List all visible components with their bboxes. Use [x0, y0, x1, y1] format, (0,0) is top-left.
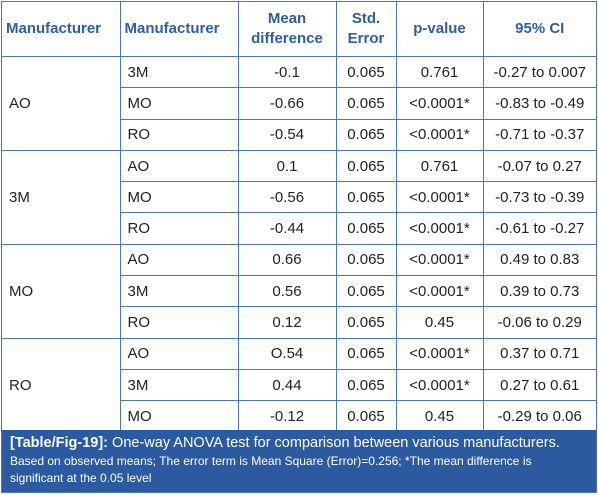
mean-difference-cell: -0.1	[238, 56, 337, 89]
mean-difference-cell: -0.54	[238, 119, 337, 151]
std-error-cell: 0.065	[336, 181, 397, 214]
p-value-cell: <0.0001*	[396, 369, 484, 402]
p-value-cell: <0.0001*	[396, 275, 484, 308]
ci-cell: -0.73 to -0.39	[483, 181, 596, 214]
ci-cell: -0.83 to -0.49	[483, 87, 596, 120]
std-error-cell: 0.065	[336, 150, 397, 183]
std-error-cell: 0.065	[336, 119, 397, 151]
table-row: RO -0.44 0.065 <0.0001* -0.61 to -0.27	[2, 212, 596, 245]
header-manufacturer-2: Manufacturer	[120, 2, 239, 57]
ci-cell: -0.06 to 0.29	[483, 306, 596, 339]
caption-note: Based on observed means; The error term …	[10, 454, 532, 485]
std-error-cell: 0.065	[336, 338, 397, 370]
header-manufacturer-1: Manufacturer	[2, 2, 121, 57]
ci-cell: 0.37 to 0.71	[483, 338, 596, 370]
group-manufacturer-cell: AO	[2, 56, 121, 151]
group-manufacturer-cell: MO	[2, 244, 121, 339]
table-row: 3M 0.56 0.065 <0.0001* 0.39 to 0.73	[2, 275, 596, 308]
caption-title-line: [Table/Fig-19]: One-way ANOVA test for c…	[10, 434, 588, 453]
anova-table: Manufacturer Manufacturer Mean differenc…	[2, 2, 596, 433]
ci-cell: 0.27 to 0.61	[483, 369, 596, 402]
comparison-manufacturer-cell: 3M	[120, 56, 239, 89]
mean-difference-cell: 0.12	[238, 306, 337, 339]
comparison-manufacturer-cell: AO	[120, 338, 239, 370]
comparison-manufacturer-cell: MO	[120, 87, 239, 120]
header-std-error: Std. Error	[336, 2, 397, 57]
group-manufacturer-cell: 3M	[2, 150, 121, 245]
comparison-manufacturer-cell: AO	[120, 150, 239, 183]
ci-cell: 0.49 to 0.83	[483, 244, 596, 277]
table-row: 3M AO 0.1 0.065 0.761 -0.07 to 0.27	[2, 150, 596, 245]
p-value-cell: <0.0001*	[396, 181, 484, 214]
comparison-manufacturer-cell: RO	[120, 119, 239, 151]
p-value-cell: <0.0001*	[396, 119, 484, 151]
mean-difference-cell: O.54	[238, 338, 337, 370]
std-error-cell: 0.065	[336, 56, 397, 89]
table-row: 3M 0.44 0.065 <0.0001* 0.27 to 0.61	[2, 369, 596, 402]
table-body: AO 3M -0.1 0.065 0.761 -0.27 to 0.007 MO -0.66 0…	[2, 56, 596, 433]
table-row: MO -0.56 0.065 <0.0001* -0.73 to -0.39	[2, 181, 596, 214]
mean-difference-cell: -0.56	[238, 181, 337, 214]
p-value-cell: <0.0001*	[396, 87, 484, 120]
table-row: RO 0.12 0.065 0.45 -0.06 to 0.29	[2, 306, 596, 339]
std-error-cell: 0.065	[336, 87, 397, 120]
comparison-manufacturer-cell: 3M	[120, 275, 239, 308]
header-95-ci: 95% CI	[483, 2, 596, 57]
table-row: AO 3M -0.1 0.065 0.761 -0.27 to 0.007	[2, 56, 596, 151]
header-row: Manufacturer Manufacturer Mean differenc…	[2, 2, 596, 57]
std-error-cell: 0.065	[336, 275, 397, 308]
p-value-cell: 0.761	[396, 150, 484, 183]
mean-difference-cell: -0.12	[238, 400, 337, 433]
mean-difference-cell: 0.44	[238, 369, 337, 402]
mean-difference-cell: 0.56	[238, 275, 337, 308]
comparison-manufacturer-cell: RO	[120, 212, 239, 245]
std-error-cell: 0.065	[336, 306, 397, 339]
mean-difference-cell: -0.44	[238, 212, 337, 245]
ci-cell: -0.07 to 0.27	[483, 150, 596, 183]
caption-title: One-way ANOVA test for comparison betwee…	[108, 435, 560, 451]
comparison-manufacturer-cell: MO	[120, 400, 239, 433]
ci-cell: 0.39 to 0.73	[483, 275, 596, 308]
std-error-cell: 0.065	[336, 244, 397, 277]
ci-cell: -0.61 to -0.27	[483, 212, 596, 245]
header-mean-difference: Mean difference	[238, 2, 337, 57]
table-row: MO -0.66 0.065 <0.0001* -0.83 to -0.49	[2, 87, 596, 120]
comparison-manufacturer-cell: 3M	[120, 369, 239, 402]
p-value-cell: 0.761	[396, 56, 484, 89]
comparison-manufacturer-cell: MO	[120, 181, 239, 214]
caption-label: [Table/Fig-19]:	[10, 435, 109, 451]
p-value-cell: <0.0001*	[396, 338, 484, 370]
table-caption: [Table/Fig-19]: One-way ANOVA test for c…	[2, 430, 596, 492]
std-error-cell: 0.065	[336, 400, 397, 433]
ci-cell: -0.71 to -0.37	[483, 119, 596, 151]
mean-difference-cell: 0.66	[238, 244, 337, 277]
p-value-cell: 0.45	[396, 306, 484, 339]
group-manufacturer-cell: RO	[2, 338, 121, 433]
ci-cell: -0.29 to 0.06	[483, 400, 596, 433]
table-row: MO -0.12 0.065 0.45 -0.29 to 0.06	[2, 400, 596, 433]
p-value-cell: <0.0001*	[396, 244, 484, 277]
table-row: RO AO O.54 0.065 <0.0001* 0.37 to 0.71	[2, 338, 596, 433]
comparison-manufacturer-cell: RO	[120, 306, 239, 339]
ci-cell: -0.27 to 0.007	[483, 56, 596, 89]
p-value-cell: 0.45	[396, 400, 484, 433]
comparison-manufacturer-cell: AO	[120, 244, 239, 277]
table-row: RO -0.54 0.065 <0.0001* -0.71 to -0.37	[2, 119, 596, 151]
std-error-cell: 0.065	[336, 369, 397, 402]
p-value-cell: <0.0001*	[396, 212, 484, 245]
table-row: MO AO 0.66 0.065 <0.0001* 0.49 to 0.83	[2, 244, 596, 339]
mean-difference-cell: 0.1	[238, 150, 337, 183]
header-p-value: p-value	[396, 2, 484, 57]
std-error-cell: 0.065	[336, 212, 397, 245]
mean-difference-cell: -0.66	[238, 87, 337, 120]
